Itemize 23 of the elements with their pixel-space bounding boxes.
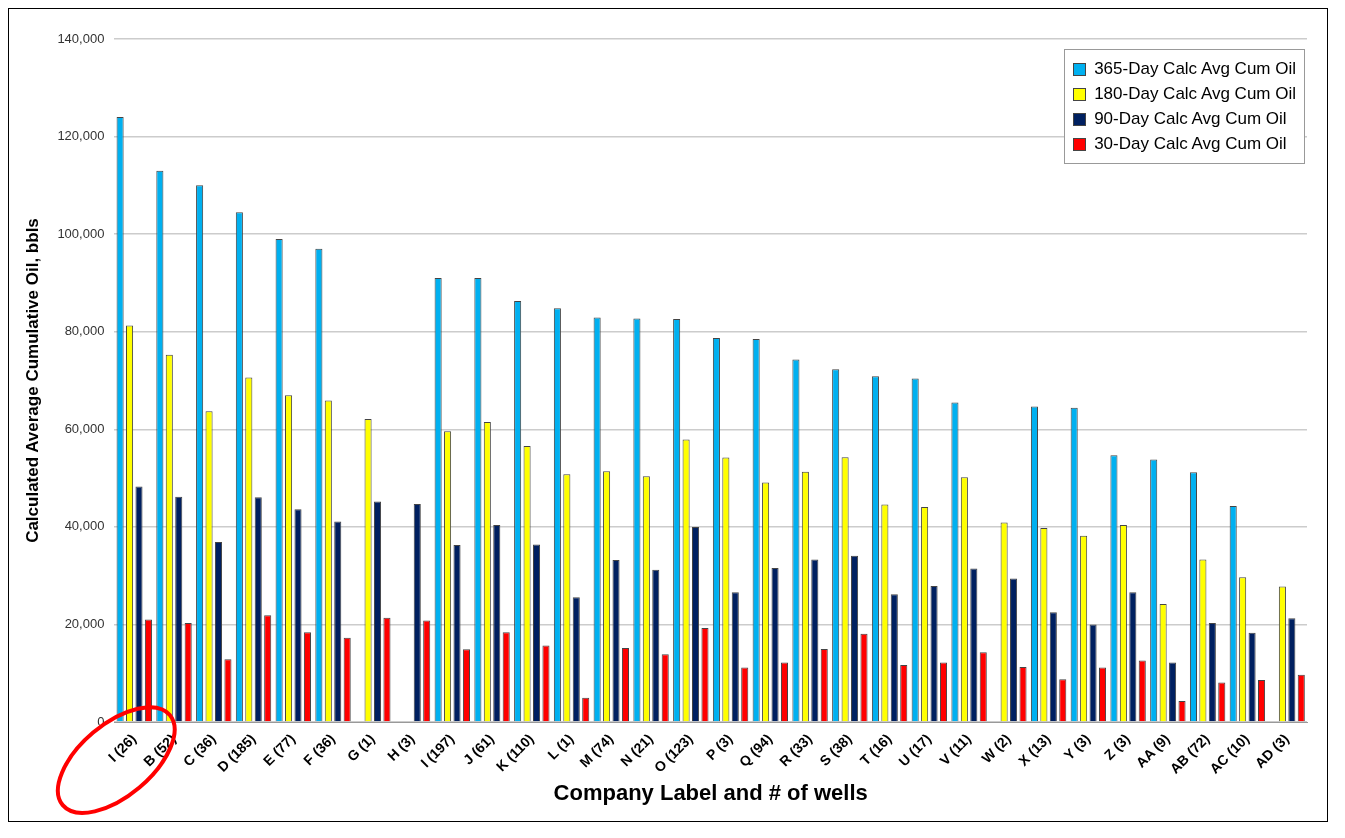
- x-tick-label: G (1): [343, 730, 378, 765]
- y-tick-label: 20,000: [64, 616, 105, 632]
- y-tick-label: 140,000: [57, 30, 105, 46]
- y-tick-label: 120,000: [57, 128, 105, 144]
- x-tick-label: L (1): [544, 730, 577, 763]
- legend-label: 90-Day Calc Avg Cum Oil: [1094, 109, 1287, 129]
- x-tick-label: Z (3): [1100, 730, 1133, 763]
- x-axis-title: Company Label and # of wells: [553, 779, 868, 805]
- y-tick-label: 80,000: [64, 323, 105, 339]
- x-tick-label: AA (9): [1132, 730, 1173, 771]
- y-tick-label: 100,000: [57, 225, 105, 241]
- x-tick-label: Y (3): [1060, 730, 1094, 764]
- x-tick-label: P (3): [702, 730, 736, 764]
- x-tick-label: H (3): [384, 730, 418, 764]
- x-tick-label: AD (3): [1251, 730, 1292, 772]
- y-tick-label: 40,000: [64, 518, 105, 534]
- legend-label: 365-Day Calc Avg Cum Oil: [1094, 59, 1296, 79]
- legend-label: 30-Day Calc Avg Cum Oil: [1094, 134, 1287, 154]
- x-tick-label: W (2): [978, 730, 1014, 767]
- y-tick-label: 60,000: [64, 420, 105, 436]
- y-axis-title: Calculated Average Cumulative Oil, bbls: [22, 218, 42, 543]
- x-tick-label: V (11): [936, 730, 974, 769]
- legend-label: 180-Day Calc Avg Cum Oil: [1094, 84, 1296, 104]
